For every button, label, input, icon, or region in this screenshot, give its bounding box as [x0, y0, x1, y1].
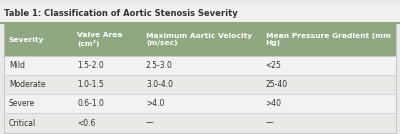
Bar	[0, 3, 400, 23]
Bar	[4, 23, 73, 56]
Text: Severe: Severe	[9, 99, 35, 108]
Text: 25-40: 25-40	[266, 80, 288, 89]
Text: 3.0-4.0: 3.0-4.0	[146, 80, 173, 89]
Text: —: —	[266, 119, 273, 128]
Text: Moderate: Moderate	[9, 80, 45, 89]
Text: Table 1: Classification of Aortic Stenosis Severity: Table 1: Classification of Aortic Stenos…	[4, 9, 238, 18]
Text: —: —	[146, 119, 154, 128]
Text: <25: <25	[266, 61, 282, 70]
Text: 0.6-1.0: 0.6-1.0	[78, 99, 104, 108]
Text: Critical: Critical	[9, 119, 36, 128]
Text: >4.0: >4.0	[146, 99, 164, 108]
Bar	[4, 94, 396, 113]
Text: 2.5-3.0: 2.5-3.0	[146, 61, 173, 70]
Text: 1.0-1.5: 1.0-1.5	[78, 80, 104, 89]
Bar	[4, 113, 396, 133]
Bar	[4, 75, 396, 94]
Bar	[73, 23, 141, 56]
Text: Mild: Mild	[9, 61, 25, 70]
Text: >40: >40	[266, 99, 282, 108]
Bar	[261, 23, 396, 56]
Text: 1.5-2.0: 1.5-2.0	[78, 61, 104, 70]
Bar	[4, 56, 396, 75]
Text: Mean Pressure Gradient (mm
Hg): Mean Pressure Gradient (mm Hg)	[266, 33, 390, 46]
Bar	[141, 23, 261, 56]
Text: Severity: Severity	[9, 37, 44, 43]
Text: <0.6: <0.6	[78, 119, 96, 128]
Text: Valve Area
(cm²): Valve Area (cm²)	[78, 32, 123, 47]
Text: Maximum Aortic Velocity
(m/sec): Maximum Aortic Velocity (m/sec)	[146, 33, 252, 46]
